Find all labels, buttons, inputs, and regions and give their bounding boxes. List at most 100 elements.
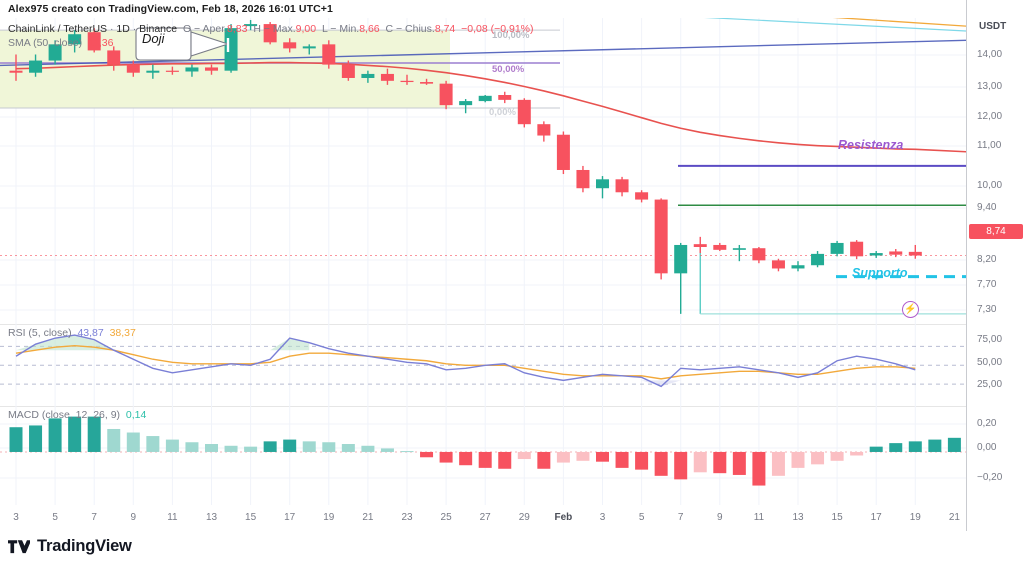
tradingview-brand[interactable]: TradingView: [8, 537, 132, 556]
macd-histogram-bar: [811, 451, 825, 465]
current-price-badge[interactable]: 8,74: [969, 224, 1023, 239]
candle-body: [771, 260, 785, 269]
rsi-line: [15, 334, 916, 388]
candle-body: [361, 73, 375, 78]
time-axis-tick: 7: [677, 512, 684, 523]
macd-histogram-bar: [341, 444, 355, 452]
macd-histogram-bar: [713, 451, 727, 474]
macd-histogram-bar: [791, 451, 805, 468]
time-axis-tick: 29: [518, 512, 530, 523]
macd-histogram-bar: [596, 451, 609, 462]
macd-histogram-bar: [420, 451, 434, 458]
candle-body: [869, 253, 883, 256]
rsi-pane[interactable]: [0, 324, 966, 406]
macd-histogram-bar: [771, 451, 785, 476]
macd-histogram-bar: [576, 451, 590, 461]
rsi-axis-tick: 25,00: [977, 379, 1003, 390]
candle-body: [322, 44, 336, 65]
candle-body: [811, 253, 825, 266]
price-axis-unit: USDT: [979, 21, 1007, 32]
time-axis-tick: 3: [599, 512, 606, 523]
macd-histogram-bar: [107, 428, 121, 452]
macd-histogram-bar: [908, 441, 922, 452]
time-axis-tick: Feb: [554, 512, 573, 523]
candle-body: [48, 44, 62, 61]
time-axis[interactable]: 3 5 7 9 11 13 15 17 19 21 23 25 27 29 Feb 3 5 7 9 11 13 15 17 1…: [0, 505, 1024, 531]
macd-histogram-bar: [674, 451, 688, 480]
time-axis-tick: 17: [870, 512, 882, 523]
candle-body: [732, 248, 746, 250]
price-axis[interactable]: USDT 14,00 13,00 12,00 11,00 10,00 9,40 8,20 7,…: [966, 0, 1024, 505]
macd-histogram-bar: [205, 444, 218, 452]
rsi-oversold-fill: [524, 380, 701, 387]
time-axis-tick: 5: [638, 512, 645, 523]
macd-histogram-bar: [244, 446, 258, 452]
time-axis-tick: 9: [717, 512, 723, 523]
macd-histogram-bar: [693, 451, 707, 473]
macd-histogram-bar: [537, 451, 551, 469]
rsi-axis-tick: 50,00: [977, 357, 1003, 368]
macd-histogram-bar: [263, 441, 277, 452]
macd-histogram-bar: [439, 451, 453, 463]
macd-histogram-bar: [185, 442, 199, 452]
sma-50-line: [15, 61, 966, 153]
candle-body: [9, 70, 23, 73]
macd-histogram-bar: [322, 442, 336, 452]
candle-body: [635, 192, 649, 200]
time-axis-divider: [966, 505, 967, 531]
rsi-axis-tick: 75,00: [977, 334, 1003, 345]
candle-body: [615, 179, 629, 193]
macd-histogram-bar: [126, 432, 140, 452]
price-pane[interactable]: [0, 18, 966, 324]
macd-histogram-bar: [9, 427, 23, 452]
time-axis-tick: 21: [362, 512, 374, 523]
macd-histogram-bar: [752, 451, 766, 486]
candle-body: [341, 64, 355, 78]
candle-body: [674, 244, 688, 274]
candle-body: [713, 244, 727, 250]
macd-histogram-bar: [947, 437, 961, 452]
candle-body: [400, 80, 414, 83]
time-axis-tick: 5: [52, 512, 58, 523]
candle-body: [126, 64, 140, 73]
tradingview-logo-icon: [8, 539, 30, 553]
lightning-icon[interactable]: ⚡: [902, 301, 919, 318]
macd-pane[interactable]: [0, 406, 966, 505]
macd-histogram-bar: [654, 451, 668, 476]
macd-plot: [0, 406, 966, 505]
time-axis-tick: 17: [284, 512, 296, 523]
macd-histogram-bar: [283, 439, 297, 452]
candle-body: [205, 67, 218, 71]
macd-histogram-bar: [732, 451, 746, 475]
footer: TradingView: [0, 531, 1024, 564]
candle-body: [165, 70, 179, 72]
macd-histogram-bar: [224, 445, 238, 452]
candle-body: [556, 134, 570, 170]
macd-histogram-bar: [459, 451, 473, 466]
macd-histogram-bar: [850, 451, 864, 456]
time-axis-tick: 3: [13, 512, 19, 523]
macd-histogram-bar: [635, 451, 649, 470]
candle-body: [830, 242, 844, 254]
rsi-chart-canvas: [0, 324, 966, 406]
macd-histogram-bar: [302, 441, 316, 452]
price-axis-tick: 12,00: [977, 111, 1003, 122]
time-axis-tick: 13: [205, 512, 218, 523]
pane-separator-1: [0, 324, 966, 325]
price-axis-tick: 11,00: [977, 140, 1002, 151]
candle-body: [263, 24, 277, 43]
candle-body: [498, 95, 512, 100]
macd-histogram-bar: [556, 451, 570, 463]
doji-callout-bubble: [135, 27, 192, 61]
macd-histogram-bar: [928, 439, 942, 452]
macd-axis-tick: 0,20: [977, 418, 997, 429]
price-axis-tick: 14,00: [977, 49, 1003, 60]
doji-callout-tail: [190, 31, 230, 57]
price-axis-tick: 13,00: [977, 81, 1003, 92]
candle-body: [29, 60, 43, 73]
price-plot: [0, 18, 966, 324]
candle-body: [68, 34, 82, 45]
macd-histogram-bar: [615, 451, 629, 468]
candle-body: [537, 124, 551, 136]
